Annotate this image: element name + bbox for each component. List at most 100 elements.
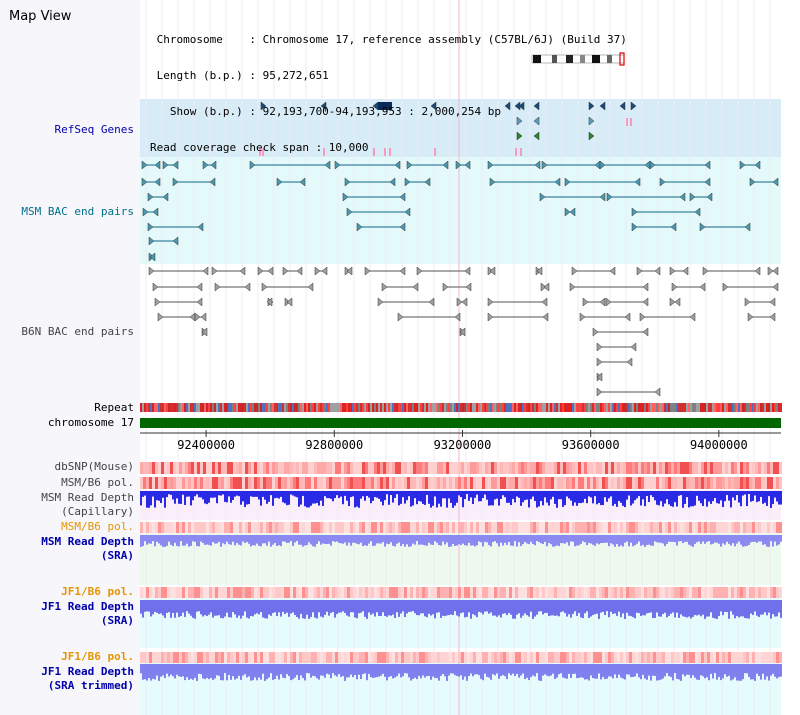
track-label-msm-depth-capillary[interactable]: MSM Read Depth (Capillary) — [41, 491, 134, 519]
track-label-jf1-b6-pol-1[interactable]: JF1/B6 pol. — [61, 585, 134, 598]
heat-cell — [668, 477, 671, 489]
depth-bar — [570, 664, 572, 678]
heat-cell — [638, 522, 641, 533]
depth-bar — [516, 664, 518, 674]
depth-bar — [412, 535, 414, 544]
heat-cell — [323, 477, 326, 489]
depth-bar — [278, 600, 280, 613]
gene-arrow — [260, 101, 267, 111]
heat-cell — [725, 522, 728, 533]
heat-cell — [740, 522, 743, 533]
repeat-segment — [180, 403, 182, 412]
heat-cell — [650, 652, 653, 663]
heat-cell — [386, 652, 389, 663]
heat-cell — [560, 522, 563, 533]
depth-bar — [628, 600, 630, 616]
refseq-gene-features[interactable] — [259, 101, 637, 156]
heat-cell — [773, 587, 776, 598]
depth-bar — [568, 664, 570, 674]
depth-bar — [330, 664, 332, 679]
heat-cell — [410, 587, 413, 598]
depth-bar — [454, 600, 456, 612]
heat-cell — [686, 522, 689, 533]
heat-cell — [191, 652, 194, 663]
depth-bar — [386, 535, 388, 544]
heat-cell — [467, 652, 470, 663]
repeat-segment — [580, 403, 582, 412]
track-label-repeat[interactable]: Repeat — [94, 401, 134, 414]
heat-cell — [776, 462, 779, 474]
repeat-segment — [360, 403, 362, 412]
depth-bar — [170, 491, 172, 495]
heat-cell — [683, 477, 686, 489]
depth-bar — [176, 491, 178, 499]
heat-cell — [410, 652, 413, 663]
depth-bar — [210, 491, 212, 498]
heat-cell — [146, 587, 149, 598]
msm-bac-pair-end — [704, 160, 711, 170]
depth-bar — [712, 491, 714, 502]
track-label-msm-b6-pol-1[interactable]: MSM/B6 pol. — [61, 476, 134, 489]
depth-bar — [252, 491, 254, 497]
heat-cell — [413, 462, 416, 474]
repeat-segment — [396, 403, 398, 412]
repeat-segment — [232, 403, 234, 412]
track-label-jf1-depth-trimmed[interactable]: JF1 Read Depth (SRA trimmed) — [41, 665, 134, 693]
repeat-segment — [698, 403, 700, 412]
track-label-msm-depth-sra[interactable]: MSM Read Depth (SRA) — [41, 535, 134, 563]
b6n-bac-pair-end — [596, 357, 603, 367]
depth-bar — [142, 600, 144, 618]
track-label-dbsnp[interactable]: dbSNP(Mouse) — [54, 460, 134, 473]
depth-bar — [704, 600, 706, 619]
track-label-msm-bac[interactable]: MSM BAC end pairs — [21, 205, 134, 218]
repeat-segment — [452, 403, 454, 412]
depth-bar — [594, 535, 596, 546]
b6n-bac-pair-end — [459, 327, 466, 337]
depth-bar — [368, 535, 370, 544]
depth-bar — [534, 600, 536, 617]
heat-cell — [182, 652, 185, 663]
repeat-segment — [234, 403, 236, 412]
heat-cell — [230, 462, 233, 474]
track-label-line: MSM Read Depth — [41, 535, 134, 548]
heat-cell — [419, 477, 422, 489]
track-label-b6n-bac[interactable]: B6N BAC end pairs — [21, 325, 134, 338]
heat-cell — [626, 477, 629, 489]
depth-bar — [156, 535, 158, 542]
depth-bar — [250, 535, 252, 547]
heat-cell — [656, 477, 659, 489]
msm-bac-pairs[interactable] — [141, 160, 779, 262]
heat-cell — [635, 477, 638, 489]
heat-cell — [767, 522, 770, 533]
repeat-segment — [692, 403, 694, 412]
heat-cell — [506, 522, 509, 533]
depth-bar — [520, 535, 522, 547]
depth-bar — [334, 600, 336, 618]
depth-bar — [664, 491, 666, 504]
heat-cell — [245, 522, 248, 533]
depth-bar — [724, 491, 726, 502]
heat-cell — [509, 477, 512, 489]
repeat-segment — [206, 403, 208, 412]
depth-bar — [510, 535, 512, 546]
depth-bar — [638, 535, 640, 542]
track-label-msm-b6-pol-2[interactable]: MSM/B6 pol. — [61, 520, 134, 533]
depth-bar — [638, 664, 640, 678]
repeat-segment — [220, 403, 222, 412]
heat-cell — [416, 522, 419, 533]
depth-bar — [174, 535, 176, 543]
b6n-bac-pair-end — [689, 312, 696, 322]
b6n-bac-pairs[interactable] — [148, 266, 779, 397]
depth-bar — [210, 664, 212, 678]
track-label-jf1-b6-pol-2[interactable]: JF1/B6 pol. — [61, 650, 134, 663]
repeat-segment — [316, 403, 318, 412]
track-label-chromosome[interactable]: chromosome 17 — [47, 416, 134, 429]
depth-bar — [470, 491, 472, 498]
depth-bar — [280, 535, 282, 547]
heat-cell — [599, 522, 602, 533]
heat-cell — [305, 652, 308, 663]
depth-bar — [152, 491, 154, 497]
track-label-refseq[interactable]: RefSeq Genes — [54, 123, 134, 136]
track-label-jf1-depth-sra[interactable]: JF1 Read Depth (SRA) — [41, 600, 134, 628]
depth-bar — [334, 491, 336, 499]
